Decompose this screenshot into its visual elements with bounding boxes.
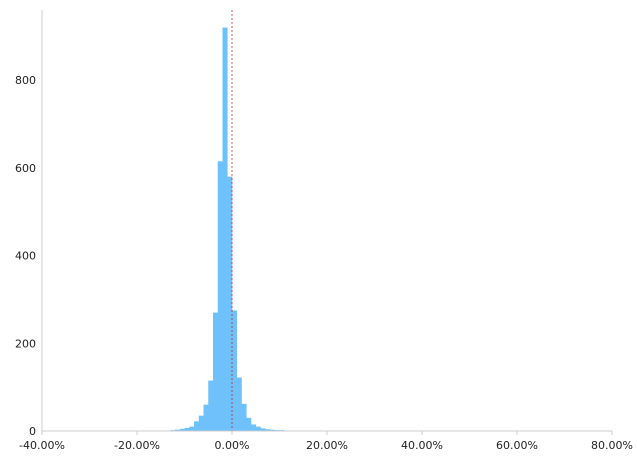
histogram-bar	[241, 403, 247, 431]
histogram-bar	[265, 429, 271, 431]
histogram-bar	[213, 312, 219, 431]
histogram-bar	[227, 176, 233, 431]
y-tick-label: 200	[15, 337, 36, 350]
y-tick-label: 600	[15, 162, 36, 175]
x-tick-label: 0.00%	[215, 439, 250, 452]
histogram-bar	[198, 415, 204, 431]
x-tick-label: 60.00%	[496, 439, 538, 452]
histogram-bar	[232, 310, 238, 431]
histogram-bar	[270, 429, 276, 431]
histogram-bar	[194, 421, 200, 431]
histogram-bar	[208, 380, 214, 431]
histogram-bar	[179, 428, 185, 431]
y-tick-label: 800	[15, 74, 36, 87]
histogram-bar	[236, 377, 242, 431]
histogram-bar	[203, 404, 209, 431]
x-tick-label: 80.00%	[591, 439, 633, 452]
histogram-bar	[189, 426, 195, 431]
x-tick-label: 40.00%	[401, 439, 443, 452]
x-axis-ticks: -40.00% -20.00% 0.00% 20.00% 40.00% 60.00% 80.…	[19, 431, 633, 452]
histogram-bar	[255, 426, 261, 431]
histogram-bar	[260, 428, 266, 431]
x-tick-label: 20.00%	[306, 439, 348, 452]
histogram-bars	[170, 27, 318, 432]
y-tick-label: 0	[29, 425, 36, 438]
histogram-bar	[217, 161, 223, 432]
histogram-bar	[175, 429, 181, 431]
x-tick-label: -20.00%	[114, 439, 160, 452]
histogram-bar	[184, 427, 190, 431]
y-axis-ticks: 0 200 400 600 800	[15, 74, 36, 438]
histogram-bar	[222, 27, 228, 431]
y-tick-label: 400	[15, 250, 36, 263]
x-tick-label: -40.00%	[19, 439, 65, 452]
histogram-bar	[246, 417, 252, 431]
histogram-bar	[251, 424, 257, 431]
